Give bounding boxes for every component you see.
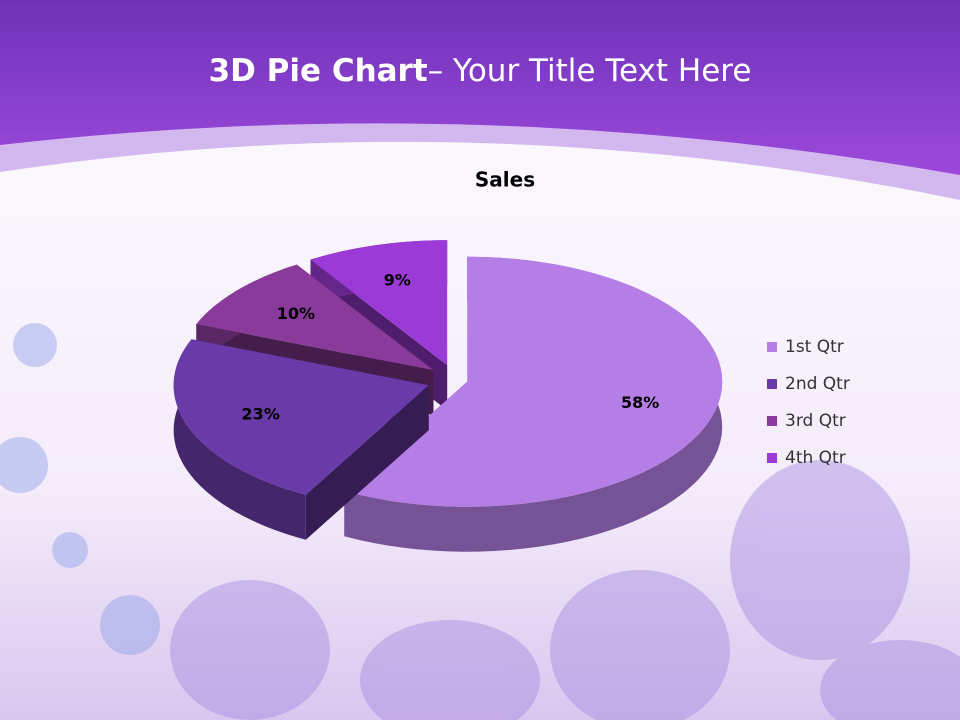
flower-decoration <box>0 323 960 720</box>
slide-title: 3D Pie Chart– Your Title Text Here <box>209 53 752 89</box>
slice-top <box>173 339 429 495</box>
slice-wall <box>344 256 723 552</box>
legend-swatch <box>767 416 777 426</box>
legend-swatch <box>767 342 777 352</box>
data-label: 58% <box>621 393 659 412</box>
pie-slice: 58% <box>344 256 723 552</box>
title-bold: 3D Pie Chart <box>209 53 428 89</box>
data-label: 9% <box>384 271 411 290</box>
data-label: 23% <box>242 404 280 423</box>
pie-slice: 23% <box>173 339 429 540</box>
legend-label: 2nd Qtr <box>785 374 850 394</box>
title-rest: – Your Title Text Here <box>428 53 752 89</box>
legend-swatch <box>767 379 777 389</box>
slice-top <box>344 256 723 507</box>
legend-label: 4th Qtr <box>785 448 846 468</box>
legend-swatch <box>767 453 777 463</box>
chart-title: Sales <box>475 168 535 192</box>
legend-label: 3rd Qtr <box>785 411 846 431</box>
slice-top <box>310 240 448 366</box>
slice-top <box>196 264 434 371</box>
legend-label: 1st Qtr <box>785 337 844 357</box>
slice-wall <box>173 339 306 540</box>
data-label: 10% <box>277 304 315 323</box>
